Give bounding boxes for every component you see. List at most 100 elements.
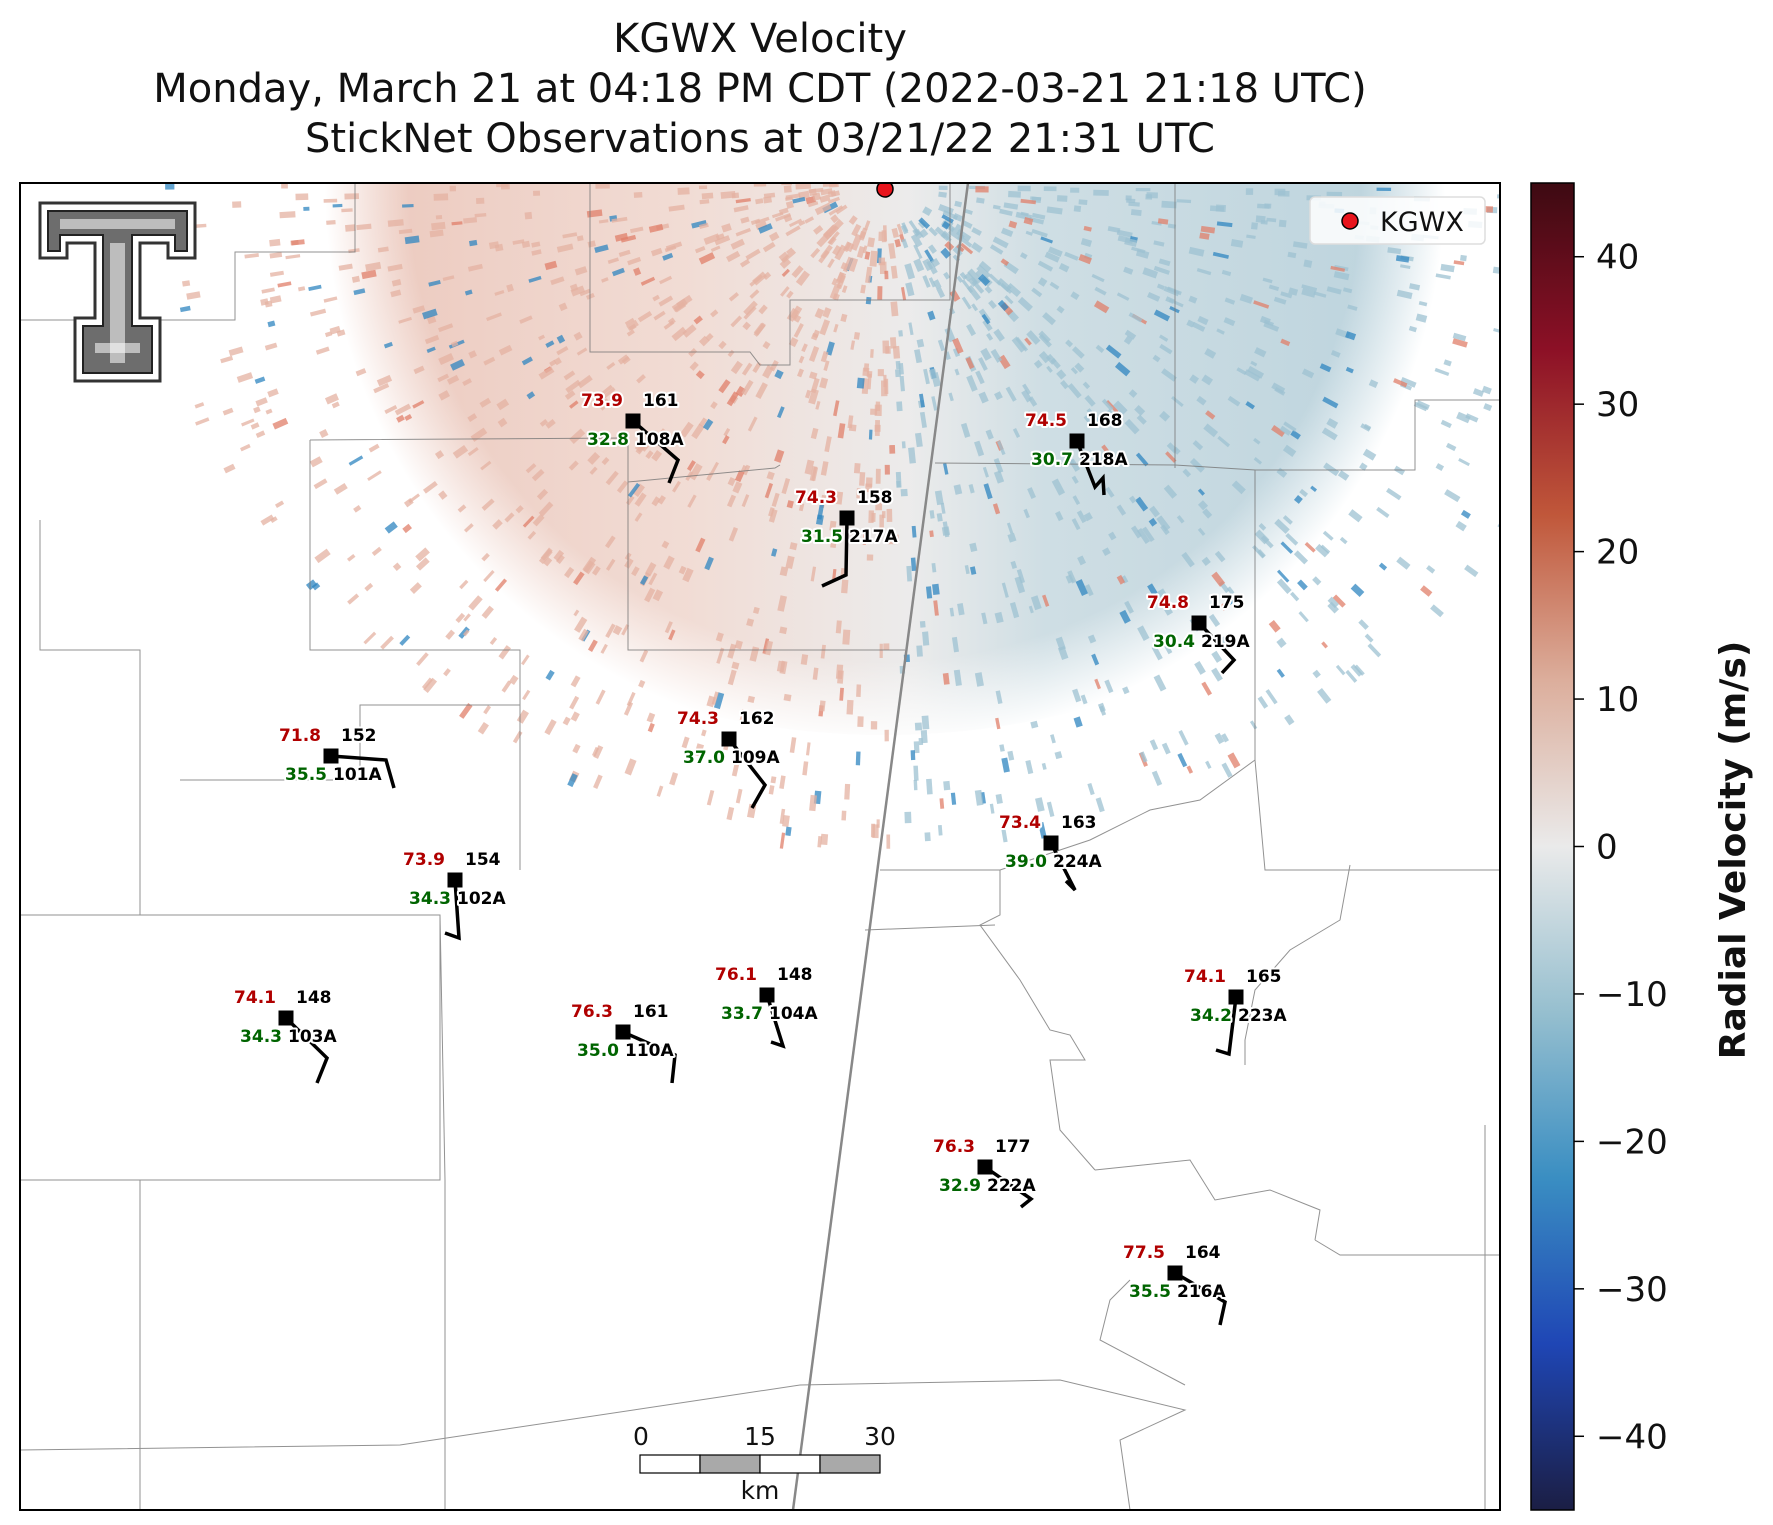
station-223A[interactable]: 74.1 165 34.2 223A — [1182, 965, 1289, 1057]
station-dewpoint: 31.5 — [801, 527, 843, 547]
station-id: 217A — [849, 527, 898, 547]
colorbar-tick-label: 0 — [1596, 828, 1618, 868]
title-datetime: Monday, March 21 at 04:18 PM CDT (2022-0… — [153, 66, 1367, 112]
kgwx-radar-marker[interactable] — [876, 181, 894, 198]
scale-unit: km — [741, 1476, 780, 1505]
colorbar-tick-label: −40 — [1596, 1417, 1668, 1457]
station-temperature: 74.1 — [234, 988, 276, 1008]
station-marker — [977, 1159, 993, 1175]
station-dewpoint: 34.2 — [1190, 1006, 1232, 1026]
legend-label: KGWX — [1380, 207, 1464, 238]
station-id: 222A — [987, 1176, 1036, 1196]
station-dewpoint: 30.7 — [1031, 450, 1073, 470]
title-observations: StickNet Observations at 03/21/22 21:31 … — [305, 116, 1215, 162]
station-pressure: 168 — [1087, 411, 1123, 431]
station-pressure: 163 — [1061, 813, 1097, 833]
station-temperature: 76.1 — [715, 965, 757, 985]
colorbar-tick-label: −10 — [1596, 975, 1668, 1015]
station-id: 103A — [288, 1027, 337, 1047]
station-pressure: 164 — [1185, 1243, 1221, 1263]
station-marker — [1167, 1265, 1183, 1281]
station-temperature: 74.3 — [677, 709, 719, 729]
colorbar-strip — [1530, 182, 1575, 1511]
station-219A[interactable]: 74.8 175 30.4 219A — [1145, 591, 1252, 675]
wind-barb — [1049, 842, 1077, 892]
wind-barb — [765, 994, 786, 1049]
station-marker — [721, 731, 737, 747]
station-pressure: 148 — [777, 965, 813, 985]
station-108A[interactable]: 73.9 161 32.8 108A — [579, 389, 686, 484]
station-pressure: 152 — [341, 726, 377, 746]
station-marker — [1191, 615, 1207, 631]
colorbar-label: Radial Velocity (m/s) — [1713, 641, 1754, 1060]
station-temperature: 74.3 — [795, 488, 837, 508]
station-224A[interactable]: 73.4 163 39.0 224A — [997, 811, 1104, 892]
station-id: 101A — [333, 765, 382, 785]
station-marker — [759, 987, 775, 1003]
station-id: 104A — [769, 1004, 818, 1024]
station-id: 218A — [1079, 450, 1128, 470]
wind-barb — [631, 419, 681, 484]
station-id: 216A — [1177, 1282, 1226, 1302]
station-id: 108A — [635, 430, 684, 450]
station-218A[interactable]: 74.5 168 30.7 218A — [1023, 409, 1130, 496]
station-217A[interactable]: 74.3 158 31.5 217A — [793, 486, 900, 588]
station-temperature: 73.9 — [581, 391, 623, 411]
colorbar-tick-label: 30 — [1596, 385, 1639, 425]
station-dewpoint: 30.4 — [1153, 632, 1195, 652]
station-104A[interactable]: 76.1 148 33.7 104A — [713, 963, 820, 1049]
wind-barb — [330, 754, 396, 789]
station-dewpoint: 39.0 — [1005, 852, 1047, 872]
colorbar-tick-label: −20 — [1596, 1122, 1668, 1162]
station-temperature: 74.1 — [1184, 967, 1226, 987]
station-222A[interactable]: 76.3 177 32.9 222A — [931, 1135, 1038, 1209]
colorbar-tick-label: −30 — [1596, 1270, 1668, 1310]
station-dewpoint: 34.3 — [409, 889, 451, 909]
station-temperature: 74.8 — [1147, 593, 1189, 613]
station-marker — [447, 872, 463, 888]
station-dewpoint: 35.5 — [1129, 1282, 1171, 1302]
station-dewpoint: 35.0 — [577, 1041, 619, 1061]
title-radar: KGWX Velocity — [613, 16, 907, 62]
station-dewpoint: 35.5 — [285, 765, 327, 785]
map-frame — [19, 182, 1501, 1511]
station-pressure: 162 — [739, 709, 775, 729]
station-110A[interactable]: 76.3 161 35.0 110A — [569, 1000, 677, 1084]
station-pressure: 177 — [995, 1137, 1031, 1157]
scale-bar: 0 15 30 km — [633, 1422, 896, 1505]
station-marker — [278, 1010, 294, 1026]
map-panel[interactable]: 73.9 161 32.8 108A 74.3 158 31.5 217A 74.5 168 30.… — [20, 0, 1585, 1510]
colorbar: 40 30 20 10 0 −10 −20 −30 −40 Radial Velocity (m… — [1530, 182, 1754, 1511]
station-temperature: 76.3 — [571, 1002, 613, 1022]
station-marker — [1069, 433, 1085, 449]
wind-barb — [821, 517, 849, 588]
station-dewpoint: 34.3 — [240, 1027, 282, 1047]
wind-barb — [1075, 440, 1106, 496]
station-101A[interactable]: 71.8 152 35.5 101A — [277, 724, 396, 789]
map-legend: KGWX — [1309, 196, 1486, 245]
scale-label-0: 0 — [633, 1422, 649, 1451]
figure-title: KGWX Velocity Monday, March 21 at 04:18 … — [0, 14, 1520, 164]
station-109A[interactable]: 74.3 162 37.0 109A — [675, 707, 782, 809]
wind-barb — [727, 737, 768, 809]
county-boundaries — [20, 183, 1500, 1510]
station-id: 109A — [731, 748, 780, 768]
wind-barb — [1174, 1271, 1227, 1326]
station-dewpoint: 33.7 — [721, 1004, 763, 1024]
station-103A[interactable]: 74.1 148 34.3 103A — [232, 986, 339, 1084]
colorbar-tick-label: 20 — [1596, 533, 1639, 573]
texas-tech-double-t-logo — [38, 201, 197, 383]
wind-barb — [1197, 621, 1237, 675]
station-pressure: 165 — [1246, 967, 1282, 987]
station-id: 110A — [625, 1041, 674, 1061]
wind-barb — [284, 1016, 330, 1084]
station-pressure: 161 — [643, 391, 679, 411]
station-216A[interactable]: 77.5 164 35.5 216A — [1121, 1241, 1228, 1326]
station-id: 224A — [1053, 852, 1102, 872]
station-marker — [323, 748, 339, 764]
station-marker — [1043, 835, 1059, 851]
station-marker — [625, 413, 641, 429]
station-102A[interactable]: 73.9 154 34.3 102A — [401, 848, 508, 941]
station-marker — [615, 1024, 631, 1040]
